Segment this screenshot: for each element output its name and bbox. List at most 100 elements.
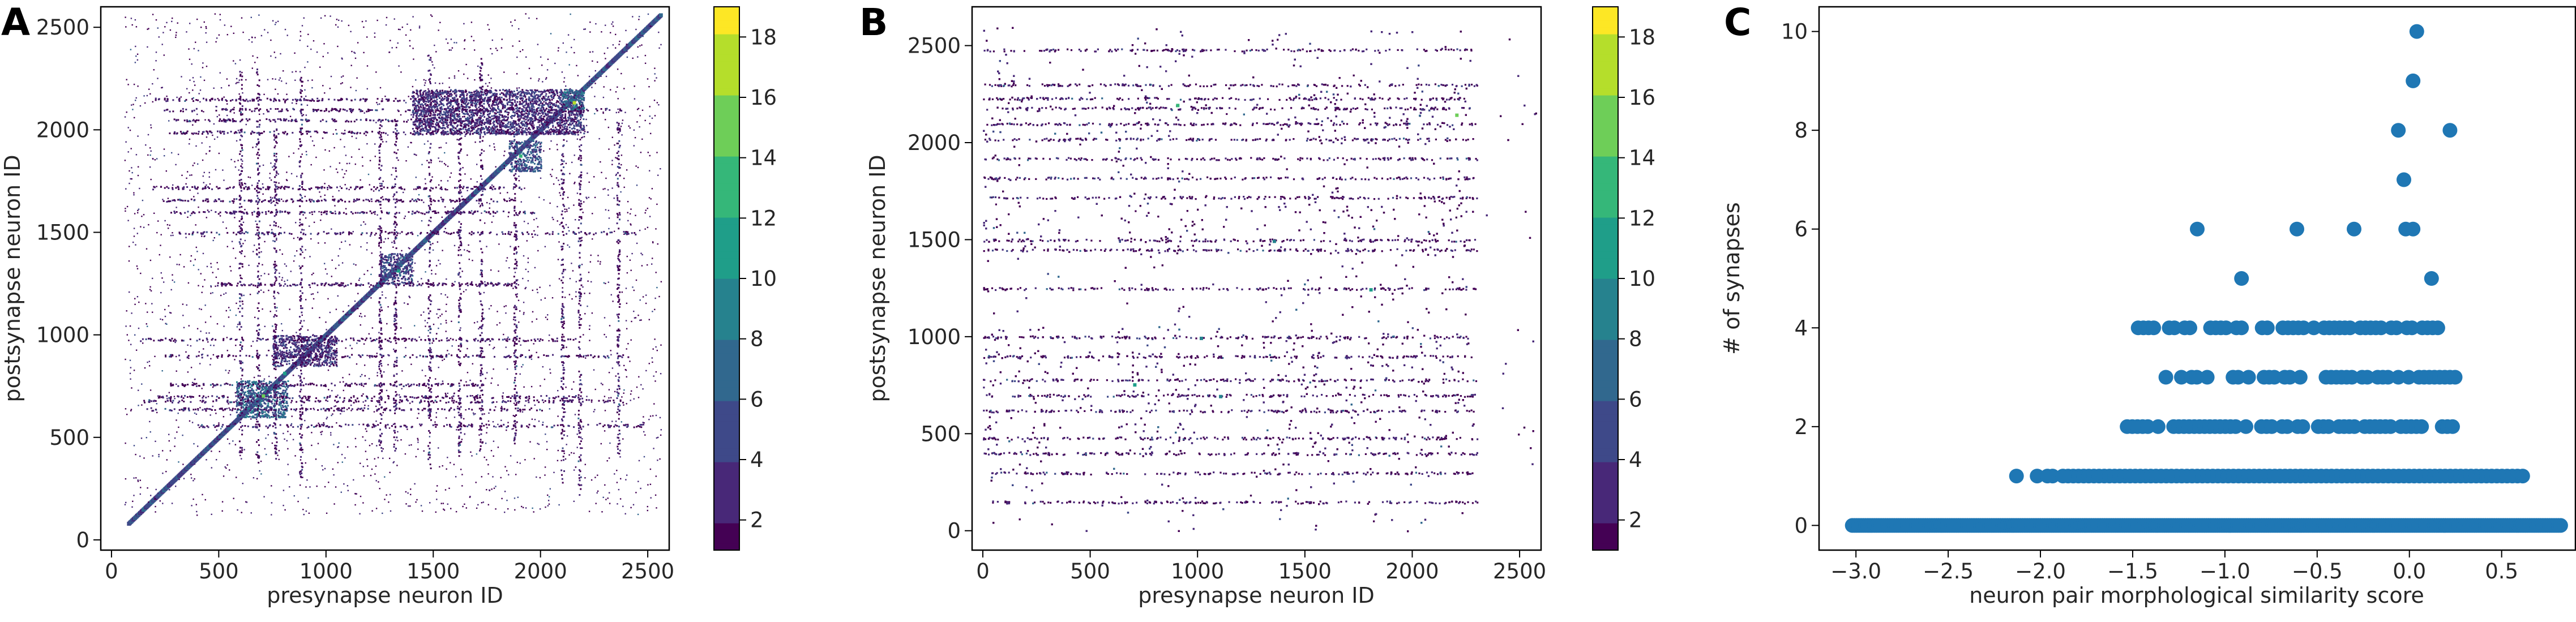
- heatmap-cell: [452, 115, 455, 117]
- heatmap-cell: [526, 117, 528, 119]
- heatmap-cell: [446, 111, 448, 114]
- heatmap-cell: [544, 121, 546, 123]
- heatmap-cell: [276, 356, 278, 358]
- heatmap-cell: [301, 337, 303, 339]
- heatmap-cell: [494, 109, 496, 111]
- heatmap-cell: [515, 130, 517, 132]
- heatmap-cell: [553, 111, 555, 114]
- heatmap-cell: [435, 132, 438, 134]
- heatmap-cell: [431, 117, 433, 119]
- heatmap-cell: [508, 131, 510, 134]
- heatmap-cell: [313, 349, 315, 351]
- heatmap-cell: [534, 167, 537, 169]
- heatmap-cell: [474, 104, 477, 106]
- heatmap-cell: [553, 128, 555, 131]
- heatmap-cell: [284, 400, 286, 402]
- heatmap-cell: [298, 341, 300, 344]
- heatmap-cell: [311, 340, 314, 342]
- heatmap-cell: [432, 109, 434, 111]
- heatmap-cell: [559, 97, 562, 99]
- heatmap-cell: [383, 279, 386, 281]
- heatmap-cell: [542, 118, 545, 119]
- heatmap-cell: [284, 390, 286, 392]
- heatmap-cell: [537, 107, 539, 109]
- heatmap-cell: [526, 109, 528, 111]
- heatmap-cell: [290, 356, 292, 358]
- heatmap-cell: [413, 101, 415, 103]
- heatmap-cell: [286, 394, 288, 397]
- heatmap-cell: [403, 256, 405, 258]
- heatmap-cell: [318, 350, 320, 353]
- heatmap-cell: [272, 336, 275, 338]
- heatmap-cell: [486, 93, 488, 95]
- heatmap-cell: [448, 109, 451, 111]
- heatmap-cell: [295, 353, 297, 355]
- heatmap-cell: [443, 121, 445, 123]
- heatmap-cell: [408, 259, 410, 261]
- heatmap-cell: [497, 129, 499, 131]
- heatmap-cell: [546, 123, 549, 125]
- heatmap-cell: [508, 111, 510, 114]
- heatmap-cell: [490, 128, 493, 131]
- heatmap-cell: [402, 271, 404, 273]
- heatmap-cell: [334, 336, 336, 338]
- heatmap-cell: [580, 131, 582, 134]
- heatmap-cell: [560, 110, 563, 112]
- heatmap-cell: [397, 265, 399, 267]
- heatmap-cell: [281, 417, 284, 418]
- heatmap-cell: [403, 267, 405, 269]
- heatmap-cell: [541, 123, 543, 125]
- heatmap-cell: [542, 104, 544, 106]
- heatmap-cell: [469, 121, 472, 123]
- heatmap-cell: [544, 126, 546, 128]
- heatmap-cell: [412, 92, 414, 94]
- heatmap-cell: [483, 107, 485, 109]
- heatmap-cell: [236, 409, 238, 411]
- heatmap-cell: [293, 350, 296, 353]
- heatmap-cell: [528, 148, 530, 151]
- heatmap-cell: [466, 93, 468, 95]
- heatmap-cell: [500, 111, 502, 113]
- heatmap-cell: [566, 126, 568, 128]
- heatmap-cell: [504, 126, 506, 128]
- heatmap-cell: [521, 131, 523, 133]
- heatmap-cell: [392, 263, 395, 265]
- heatmap-cell: [271, 388, 273, 390]
- heatmap-cell: [490, 118, 493, 121]
- heatmap-cell: [571, 119, 573, 121]
- heatmap-cell: [481, 128, 483, 131]
- heatmap-cell: [510, 115, 512, 118]
- heatmap-cell: [281, 353, 284, 355]
- heatmap-cell: [329, 344, 331, 346]
- heatmap-cell: [512, 98, 514, 101]
- heatmap-cell: [326, 335, 328, 337]
- heatmap-cell: [280, 351, 282, 353]
- heatmap-cell: [537, 170, 539, 172]
- heatmap-cell: [306, 363, 309, 366]
- heatmap-cell: [302, 348, 305, 350]
- heatmap-cell: [534, 116, 537, 118]
- heatmap-cell: [502, 132, 504, 135]
- heatmap-cell: [408, 273, 410, 275]
- heatmap-cell: [330, 353, 332, 355]
- heatmap-cell: [258, 387, 260, 389]
- heatmap-cell: [420, 128, 422, 130]
- heatmap-cell: [297, 350, 299, 352]
- heatmap-cell: [541, 110, 544, 113]
- heatmap-cell: [452, 108, 455, 110]
- heatmap-cell: [445, 108, 447, 110]
- heatmap-cell: [314, 335, 316, 337]
- heatmap-cell: [277, 410, 280, 412]
- heatmap-cell: [500, 96, 503, 98]
- heatmap-cell: [442, 97, 443, 99]
- heatmap-cell: [456, 118, 459, 121]
- heatmap-cell: [393, 256, 395, 258]
- heatmap-cell: [335, 361, 337, 363]
- heatmap-cell: [410, 278, 413, 280]
- heatmap-cell: [422, 95, 424, 96]
- heatmap-cell: [409, 254, 411, 256]
- heatmap-cell: [534, 89, 536, 91]
- heatmap-cell: [271, 416, 273, 418]
- heatmap-cell: [423, 114, 425, 117]
- heatmap-cell: [519, 149, 521, 152]
